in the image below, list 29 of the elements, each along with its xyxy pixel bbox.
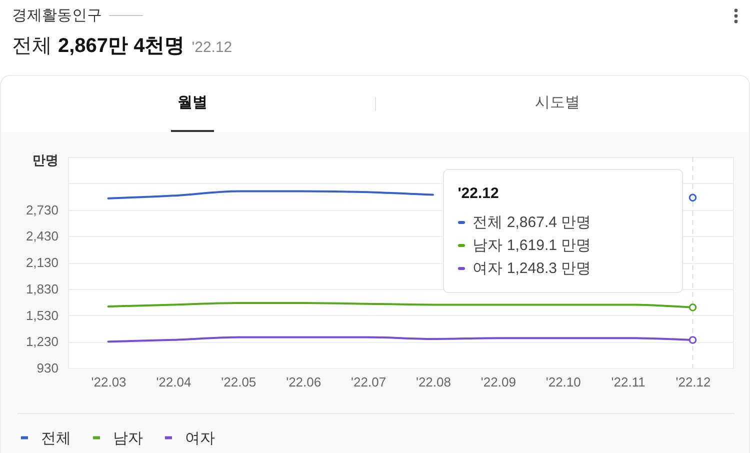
- chart-subtitle: 전체 2,867만 4천명 '22.12: [12, 34, 232, 59]
- y-axis-title: 만명: [32, 152, 58, 168]
- x-tick-label: '22.08: [416, 374, 451, 390]
- annotation: 남자 1,619.1 만명: [472, 236, 592, 254]
- x-tick-label: '22.12: [676, 374, 711, 390]
- y-tick-label: 1,830: [26, 281, 58, 296]
- x-tick-label: '22.07: [351, 374, 386, 390]
- y-tick-label: 930: [36, 360, 58, 376]
- text: 월별: [178, 93, 208, 112]
- x-tick-label: '22.10: [546, 374, 581, 390]
- x-tick-label: '22.04: [156, 374, 192, 390]
- tooltip: '22.12 전체 2,867.4 만명 남자 1,619.1 만명 여자 1,248.3 만명: [442, 169, 683, 293]
- x-tick-label: '22.06: [286, 374, 322, 390]
- y-tick-label: 2,130: [26, 255, 58, 270]
- x-tick-label: '22.03: [91, 374, 126, 390]
- x-tick-label: '22.05: [221, 374, 256, 390]
- chart-title: 경제활동인구: [12, 6, 102, 24]
- legend-label: 남자: [113, 430, 143, 447]
- x-tick-label: '22.09: [480, 374, 516, 390]
- annotation: 전체 2,867.4 만명: [472, 212, 592, 232]
- y-tick-label: 2,730: [26, 202, 58, 218]
- legend-label: 여자: [185, 430, 215, 447]
- legend-label: 전체: [41, 430, 71, 447]
- annotation: 여자 1,248.3 만명: [472, 258, 592, 278]
- y-tick-label: 1,530: [26, 308, 58, 323]
- text: 시도별: [535, 93, 580, 112]
- y-tick-label: 2,430: [26, 228, 58, 244]
- x-tick-label: '22.11: [611, 374, 646, 390]
- y-tick-label: 1,230: [26, 334, 58, 350]
